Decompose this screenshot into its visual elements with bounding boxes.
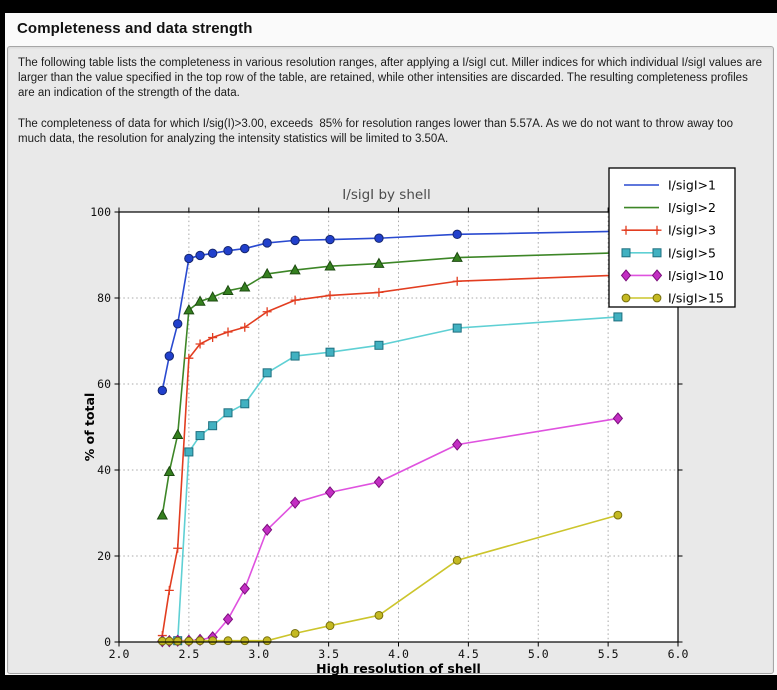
series-i-sigi-15 [157, 510, 623, 646]
y-tick-label: 100 [90, 205, 111, 219]
legend-label: I/sigI>10 [668, 268, 724, 283]
legend-entry-i-sigi-3: I/sigI>3 [621, 223, 716, 238]
y-axis-label: % of total [82, 393, 97, 462]
legend-label: I/sigI>15 [668, 291, 724, 306]
legend-entry-i-sigi-1: I/sigI>1 [624, 178, 716, 193]
completeness-chart: 2.0 2.5 3.0 3.5 4.0 4.5 5.0 5.5 6.0 0 20 40 60 80 100 I… [56, 159, 777, 676]
grid-lines [119, 212, 678, 642]
legend-label: I/sigI>5 [668, 245, 716, 260]
content-panel: The following table lists the completene… [7, 46, 777, 676]
x-tick-label: 4.5 [458, 647, 479, 661]
x-tick-label: 2.0 [109, 647, 130, 661]
description-paragraph: The following table lists the completene… [18, 57, 766, 99]
chart-title: I/sigI by shell [342, 187, 430, 203]
legend-label: I/sigI>2 [668, 200, 716, 215]
legend-label: I/sigI>3 [668, 223, 716, 238]
chart-svg: 2.0 2.5 3.0 3.5 4.0 4.5 5.0 5.5 6.0 0 20 40 60 80 100 I… [82, 167, 736, 676]
legend-entry-i-sigi-15: I/sigI>15 [621, 291, 724, 306]
legend-entry-i-sigi-5: I/sigI>5 [621, 245, 716, 260]
legend-entry-i-sigi-10: I/sigI>10 [620, 268, 724, 283]
series-i-sigi-2 [156, 246, 624, 520]
legend-entry-i-sigi-2: I/sigI>2 [624, 200, 716, 215]
x-tick-label: 5.5 [598, 647, 619, 661]
y-tick-label: 60 [97, 377, 111, 391]
y-tick-label: 40 [97, 463, 111, 477]
page-title: Completeness and data strength [17, 20, 253, 37]
x-tick-label: 6.0 [668, 647, 689, 661]
x-tick-label: 5.0 [528, 647, 549, 661]
x-tick-label: 2.5 [178, 647, 199, 661]
x-tick-label: 3.0 [248, 647, 269, 661]
series-i-sigi-1 [157, 226, 623, 396]
legend-label: I/sigI>1 [668, 178, 716, 193]
x-axis-label: High resolution of shell [316, 661, 481, 676]
plot-border [118, 211, 679, 643]
y-tick-label: 20 [97, 549, 111, 563]
y-tick-label: 80 [97, 291, 111, 305]
x-tick-label: 4.0 [388, 647, 409, 661]
chart-legend: I/sigI>1 I/sigI>2 I/sigI>3 I/sigI>5 I/sigI>1… [608, 167, 736, 308]
y-tick-label: 0 [104, 635, 111, 649]
series-i-sigi-5 [173, 312, 623, 646]
tick-labels: 2.0 2.5 3.0 3.5 4.0 4.5 5.0 5.5 6.0 0 20 40 60 80 100 [90, 205, 688, 661]
conclusion-paragraph: The completeness of data for which I/sig… [18, 118, 737, 145]
report-window: Completeness and data strength The follo… [5, 13, 777, 676]
x-tick-label: 3.5 [318, 647, 339, 661]
